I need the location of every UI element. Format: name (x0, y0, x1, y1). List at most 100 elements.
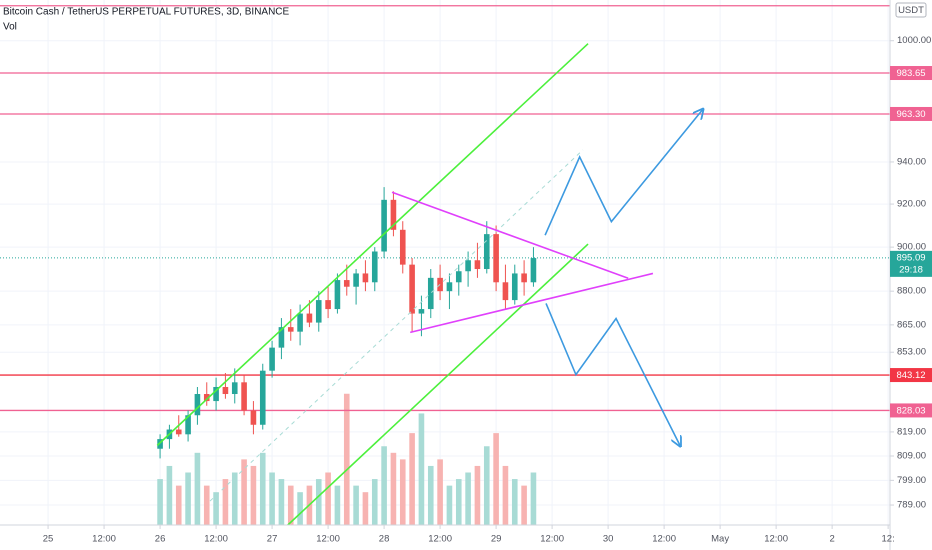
x-tick-label: May (711, 534, 729, 545)
chart-title: Bitcoin Cash / TetherUS PERPETUAL FUTURE… (3, 7, 290, 18)
candle-body (343, 280, 350, 287)
volume-bar (213, 492, 219, 525)
y-tick-label: 1000.00 (897, 35, 931, 46)
candle-body (259, 370, 266, 425)
volume-bar (278, 479, 285, 525)
level-label: 828.03 (896, 405, 925, 416)
levels (0, 5, 890, 412)
drawings (156, 43, 702, 529)
y-tick-label: 799.00 (897, 475, 926, 486)
candle-body (315, 300, 322, 323)
volume-bar (250, 465, 257, 525)
drawing-line (391, 191, 629, 280)
grid (0, 0, 890, 525)
x-tick-label: 12:00 (204, 534, 228, 545)
x-tick-label: 28 (379, 534, 390, 545)
volume-bar (530, 472, 537, 525)
volume-bar (231, 472, 238, 525)
volume-bar (175, 485, 182, 525)
candle-body (455, 271, 462, 283)
volume-bar (334, 485, 341, 525)
volume-bar (185, 472, 191, 525)
volume-bar (502, 465, 509, 525)
candle-body (222, 386, 229, 395)
candle-body (418, 309, 425, 314)
y-tick-label: 819.00 (897, 426, 926, 437)
x-tick-label: 12:00 (316, 534, 340, 545)
candle-body (325, 300, 331, 310)
y-tick-label: 809.00 (897, 451, 926, 462)
x-tick-label: 12:00 (92, 534, 116, 545)
candle-body (278, 327, 285, 348)
y-tick-label: 789.00 (897, 500, 926, 511)
volume-bar (409, 433, 415, 525)
volume-bar (343, 393, 350, 525)
volume-bar (287, 485, 294, 525)
level-label-bg (890, 368, 932, 383)
current-price-label: 895.09 (896, 252, 925, 263)
volume-bar (474, 465, 481, 525)
candle-body (493, 234, 499, 283)
volume-bar (362, 492, 369, 525)
volume-bar (269, 472, 275, 525)
volume-bar (511, 479, 518, 525)
candle-body (511, 273, 518, 301)
candle-body (521, 273, 527, 283)
x-tick-label: 12:00 (652, 534, 676, 545)
drawing-line (209, 149, 584, 502)
y-tick-label: 853.00 (897, 347, 926, 358)
volume-bar (371, 479, 378, 525)
volume-bar (297, 492, 303, 525)
volume-bar (259, 452, 266, 525)
candle-body (483, 234, 490, 270)
volume-bar (418, 413, 425, 525)
x-tick-label: 27 (267, 534, 278, 545)
volume-bar (455, 479, 462, 525)
candle-body (446, 282, 453, 292)
currency-label[interactable]: USDT (898, 5, 924, 16)
volume-bar (427, 465, 434, 525)
candle-body (157, 439, 163, 449)
volume-bar (157, 479, 163, 525)
x-tick-label: 12:00 (764, 534, 788, 545)
candle-body (409, 264, 415, 314)
x-tick-label: 2 (829, 534, 834, 545)
level-label-bg (890, 66, 932, 81)
candle-body (390, 199, 397, 230)
candles (157, 187, 537, 459)
x-tick-label: 12:00 (540, 534, 564, 545)
current-price-bg (890, 250, 932, 277)
candle-body (213, 386, 219, 402)
volume-bar (325, 472, 331, 525)
volume-bar (203, 485, 210, 525)
candle-body (399, 229, 406, 265)
volume-bar (399, 459, 406, 525)
volume-bar (483, 446, 490, 525)
y-tick-label: 920.00 (897, 199, 926, 210)
volume-label: Vol (3, 22, 17, 33)
drawing-line (156, 43, 589, 446)
volume-bar (521, 485, 527, 525)
x-tick-label: 26 (155, 534, 166, 545)
candle-body (371, 251, 378, 283)
drawing-line (544, 110, 702, 236)
candle-body (362, 273, 369, 283)
currency-button[interactable] (895, 2, 927, 18)
candle-body (241, 382, 247, 411)
y-tick-label: 880.00 (897, 286, 926, 297)
x-tick-label: 30 (603, 534, 614, 545)
axes: 1000.00 940.00 920.00 900.00 880.00 865.00 853… (43, 35, 932, 545)
candle-body (231, 382, 238, 395)
x-tick-label: 12:00 (428, 534, 452, 545)
candle-body (175, 429, 182, 435)
candle-body (465, 260, 471, 272)
volume-bar (353, 485, 359, 525)
volume-bar (446, 485, 453, 525)
y-tick-label: 940.00 (897, 156, 926, 167)
candle-body (297, 313, 303, 332)
y-tick-label: 900.00 (897, 242, 926, 253)
volume-bar (241, 459, 247, 525)
candle-body (334, 280, 341, 310)
volume-bar (315, 479, 322, 525)
